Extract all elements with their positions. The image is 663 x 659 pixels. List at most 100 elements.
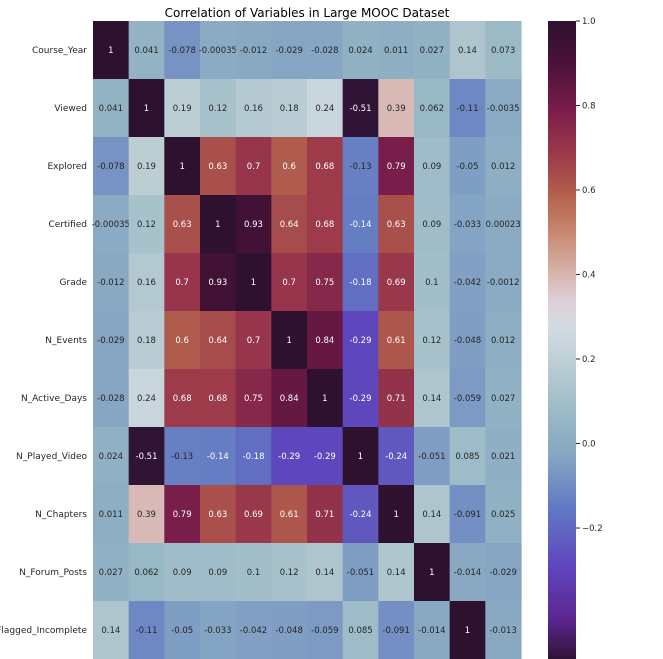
heatmap-cell xyxy=(93,543,130,602)
colorbar-tick-label: 0.2 xyxy=(582,355,596,365)
heatmap-cell xyxy=(378,79,415,138)
heatmap-cell xyxy=(342,369,379,428)
heatmap-cell xyxy=(93,601,130,659)
cell-value-label: 0.19 xyxy=(173,104,192,114)
heatmap-cell xyxy=(414,601,451,659)
cell-value-label: 0.18 xyxy=(137,336,156,346)
heatmap-cell xyxy=(164,543,201,602)
cell-value-label: 0.09 xyxy=(208,568,227,578)
heatmap-cell xyxy=(307,543,344,602)
heatmap-cell xyxy=(164,137,201,196)
heatmap-cell xyxy=(307,485,344,544)
heatmap-cell xyxy=(271,427,308,486)
heatmap-cell xyxy=(485,253,522,312)
row-tick-label: N_Played_Video xyxy=(16,452,87,462)
cell-value-label: 0.64 xyxy=(208,336,227,346)
heatmap-cell xyxy=(414,253,451,312)
cell-value-label: -0.11 xyxy=(457,104,479,114)
cell-value-label: 0.14 xyxy=(101,626,120,636)
cell-value-label: 0.7 xyxy=(282,278,296,288)
cell-value-label: -0.24 xyxy=(350,510,372,520)
heatmap-cell xyxy=(235,79,272,138)
heatmap-cell xyxy=(414,137,451,196)
cell-value-label: 0.027 xyxy=(420,46,444,56)
heatmap-cell xyxy=(307,79,344,138)
heatmap-cell xyxy=(235,543,272,602)
heatmap-cell xyxy=(164,485,201,544)
cell-value-label: -0.29 xyxy=(278,452,300,462)
cell-value-label: 0.84 xyxy=(280,394,299,404)
cell-value-label: 0.12 xyxy=(208,104,227,114)
cell-value-label: 0.062 xyxy=(134,568,158,578)
heatmap-cell xyxy=(93,311,130,370)
heatmap-cell xyxy=(449,485,486,544)
heatmap-cell xyxy=(449,369,486,428)
heatmap-cell xyxy=(307,21,344,80)
heatmap-cell xyxy=(235,601,272,659)
heatmap-cell xyxy=(342,21,379,80)
heatmap-cell xyxy=(378,427,415,486)
cell-value-label: 0.93 xyxy=(208,278,227,288)
cell-value-label: 0.024 xyxy=(99,452,123,462)
heatmap-cell xyxy=(414,427,451,486)
heatmap-cell xyxy=(414,21,451,80)
cell-value-label: 0.39 xyxy=(137,510,156,520)
cell-value-label: -0.00035 xyxy=(199,46,237,56)
row-tick-label: N_Events xyxy=(45,336,87,346)
cell-value-label: -0.029 xyxy=(97,336,124,346)
heatmap-cell xyxy=(200,21,237,80)
heatmap-cell xyxy=(307,195,344,254)
cell-value-label: 1 xyxy=(393,510,398,520)
cell-value-label: 0.09 xyxy=(422,220,441,230)
cell-value-label: -0.13 xyxy=(171,452,193,462)
heatmap-cell xyxy=(271,21,308,80)
heatmap-cell xyxy=(271,137,308,196)
heatmap-cells: 1 0.041 -0.078 -0.00035 -0.012 -0.029 -0.028 0.… xyxy=(92,21,522,659)
cell-value-label: -0.00035 xyxy=(92,220,130,230)
heatmap-cell xyxy=(449,253,486,312)
heatmap-cell xyxy=(200,601,237,659)
heatmap-cell xyxy=(93,427,130,486)
colorbar-gradient xyxy=(548,21,576,659)
cell-value-label: -0.29 xyxy=(314,452,336,462)
heatmap-cell xyxy=(128,485,165,544)
cell-value-label: -0.028 xyxy=(311,46,338,56)
heatmap-cell xyxy=(200,195,237,254)
heatmap-cell xyxy=(271,311,308,370)
row-tick-label: N_Chapters xyxy=(35,510,87,520)
heatmap-cell xyxy=(485,601,522,659)
cell-value-label: -0.029 xyxy=(275,46,302,56)
heatmap-cell xyxy=(378,543,415,602)
heatmap-cell xyxy=(164,79,201,138)
cell-value-label: -0.51 xyxy=(136,452,158,462)
cell-value-label: 1 xyxy=(322,394,327,404)
cell-value-label: 1 xyxy=(251,278,256,288)
cell-value-label: -0.059 xyxy=(454,394,481,404)
cell-value-label: 0.011 xyxy=(99,510,123,520)
cell-value-label: 0.39 xyxy=(387,104,406,114)
cell-value-label: 0.09 xyxy=(422,162,441,172)
cell-value-label: 0.012 xyxy=(491,162,515,172)
cell-value-label: 0.09 xyxy=(173,568,192,578)
cell-value-label: 0.68 xyxy=(208,394,227,404)
cell-value-label: 0.75 xyxy=(244,394,263,404)
heatmap-cell xyxy=(485,543,522,602)
heatmap-cell xyxy=(485,79,522,138)
heatmap-cell xyxy=(485,427,522,486)
cell-value-label: 0.14 xyxy=(315,568,334,578)
cell-value-label: 0.69 xyxy=(244,510,263,520)
heatmap-cell xyxy=(271,195,308,254)
cell-value-label: 0.16 xyxy=(137,278,156,288)
cell-value-label: 0.75 xyxy=(315,278,334,288)
heatmap-cell xyxy=(200,427,237,486)
heatmap-cell xyxy=(485,195,522,254)
cell-value-label: -0.042 xyxy=(454,278,481,288)
heatmap-cell xyxy=(307,311,344,370)
cell-value-label: 0.63 xyxy=(208,510,227,520)
heatmap-cell xyxy=(414,79,451,138)
colorbar-tick-label: 0.4 xyxy=(582,271,596,281)
cell-value-label: -0.013 xyxy=(489,626,516,636)
cell-value-label: 0.71 xyxy=(387,394,406,404)
heatmap-cell xyxy=(128,369,165,428)
cell-value-label: -0.028 xyxy=(97,394,124,404)
